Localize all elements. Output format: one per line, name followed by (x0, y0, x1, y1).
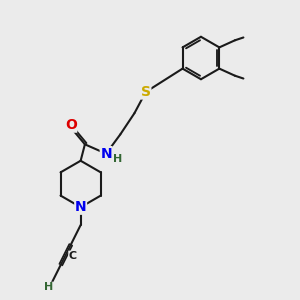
Text: H: H (113, 154, 123, 164)
Text: O: O (65, 118, 77, 132)
Text: N: N (100, 147, 112, 161)
Text: H: H (44, 282, 53, 292)
Text: C: C (69, 251, 77, 261)
Text: S: S (141, 85, 151, 99)
Text: N: N (75, 200, 86, 214)
